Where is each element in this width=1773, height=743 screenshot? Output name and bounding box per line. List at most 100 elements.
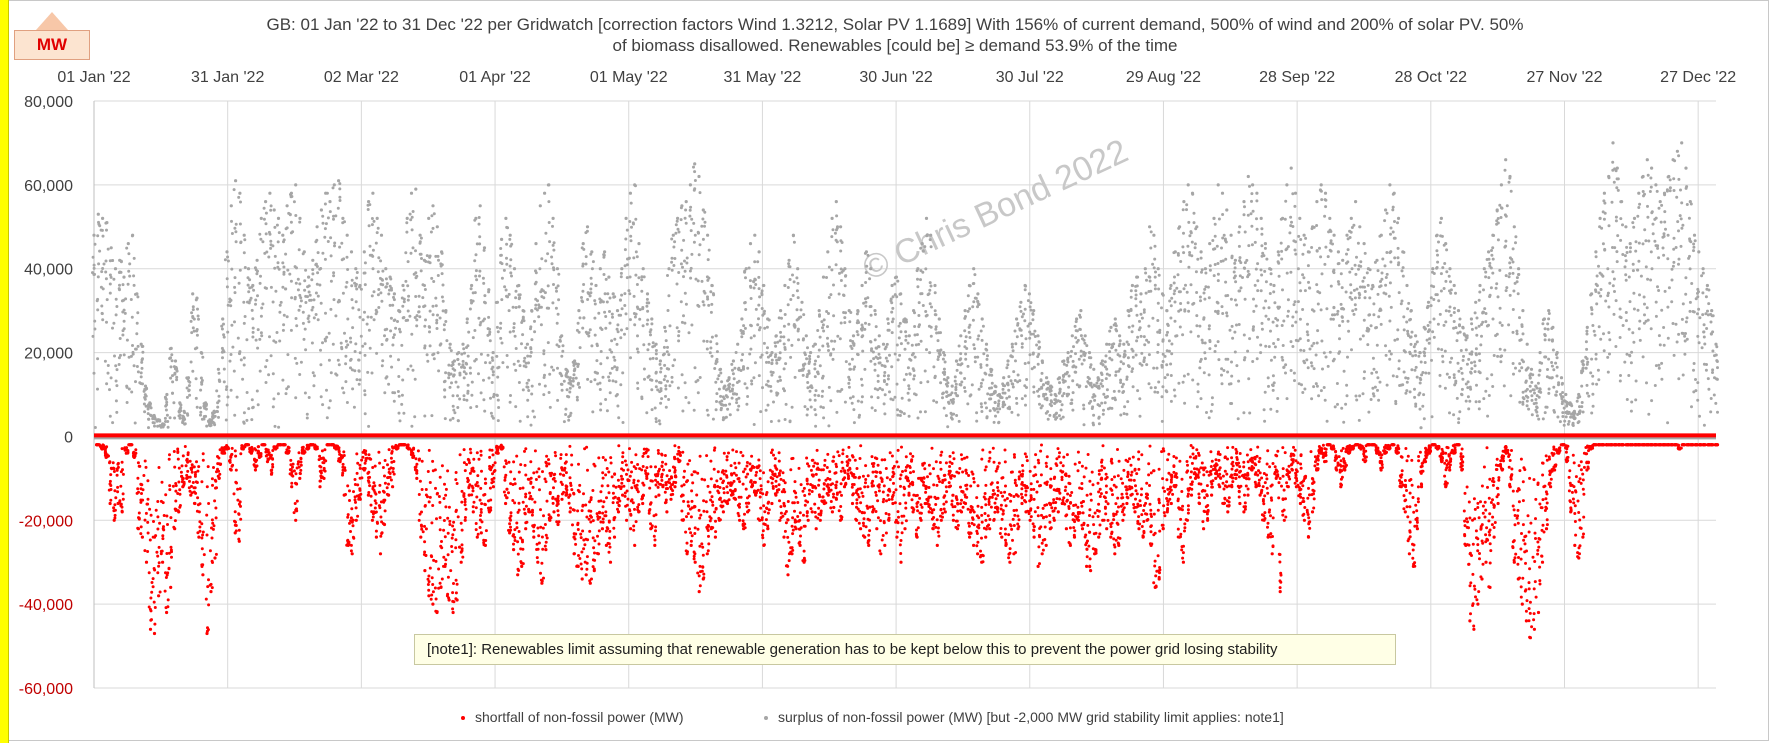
surplus-point xyxy=(1677,177,1681,181)
surplus-point xyxy=(1335,382,1339,385)
surplus-point xyxy=(466,383,470,387)
surplus-point xyxy=(1001,387,1005,391)
surplus-point xyxy=(1193,246,1197,250)
surplus-point xyxy=(1299,348,1303,352)
surplus-point xyxy=(735,381,739,384)
surplus-point xyxy=(454,380,458,384)
surplus-point xyxy=(1527,407,1531,411)
surplus-point xyxy=(1314,353,1318,357)
surplus-point xyxy=(918,323,921,327)
surplus-point xyxy=(105,221,109,225)
surplus-point xyxy=(1554,393,1558,397)
surplus-point xyxy=(653,406,657,410)
surplus-point xyxy=(688,269,692,273)
surplus-point xyxy=(1324,355,1328,359)
surplus-point xyxy=(651,341,655,345)
surplus-point xyxy=(1602,217,1606,221)
surplus-point xyxy=(766,317,770,321)
surplus-point xyxy=(397,358,400,362)
surplus-point xyxy=(1396,328,1400,332)
surplus-point xyxy=(1602,349,1606,353)
surplus-point xyxy=(1643,228,1647,232)
surplus-point xyxy=(303,327,307,331)
surplus-point xyxy=(316,251,320,255)
surplus-point xyxy=(838,337,842,341)
surplus-point xyxy=(929,245,933,249)
surplus-point xyxy=(1688,267,1692,271)
surplus-point xyxy=(491,370,495,374)
surplus-point xyxy=(1212,216,1216,220)
surplus-point xyxy=(325,335,329,339)
surplus-point xyxy=(542,393,546,397)
surplus-point xyxy=(1338,324,1341,328)
surplus-point xyxy=(917,314,921,317)
surplus-point xyxy=(1473,360,1477,364)
surplus-point xyxy=(697,174,701,179)
surplus-point xyxy=(544,231,548,235)
surplus-point xyxy=(222,367,226,371)
surplus-point xyxy=(316,294,320,298)
surplus-point xyxy=(135,321,139,325)
surplus-point xyxy=(1692,249,1695,253)
surplus-point xyxy=(1226,370,1230,374)
surplus-point xyxy=(268,191,272,195)
surplus-point xyxy=(646,348,650,352)
surplus-point xyxy=(222,322,225,326)
surplus-point xyxy=(387,382,391,386)
surplus-point xyxy=(690,252,694,256)
surplus-point xyxy=(975,419,979,423)
surplus-point xyxy=(1105,388,1109,392)
surplus-point xyxy=(1271,388,1275,392)
surplus-point xyxy=(1100,401,1104,405)
surplus-point xyxy=(1414,404,1418,408)
surplus-point xyxy=(588,328,592,332)
surplus-point xyxy=(956,363,960,366)
surplus-point xyxy=(1512,289,1516,293)
surplus-point xyxy=(1511,247,1515,251)
surplus-point xyxy=(1044,392,1048,396)
surplus-point xyxy=(510,242,514,246)
surplus-point xyxy=(690,323,694,327)
surplus-point xyxy=(787,322,791,326)
surplus-point xyxy=(836,334,840,338)
surplus-point xyxy=(238,222,242,226)
surplus-point xyxy=(715,342,719,346)
surplus-point xyxy=(1452,283,1456,288)
surplus-point xyxy=(375,231,379,235)
surplus-point xyxy=(1662,343,1666,347)
surplus-point xyxy=(103,359,107,363)
surplus-point xyxy=(1518,369,1522,373)
surplus-point xyxy=(990,386,993,390)
surplus-point xyxy=(849,396,852,400)
surplus-point xyxy=(1658,343,1662,347)
surplus-point xyxy=(732,377,736,381)
surplus-point xyxy=(1432,298,1436,301)
surplus-point xyxy=(1709,312,1713,316)
surplus-point xyxy=(1672,177,1676,181)
surplus-point xyxy=(212,409,216,413)
surplus-point xyxy=(912,377,916,381)
surplus-point xyxy=(1684,276,1688,280)
surplus-point xyxy=(976,300,980,304)
surplus-point xyxy=(839,267,843,271)
surplus-point xyxy=(1409,309,1413,313)
surplus-point xyxy=(269,354,273,358)
surplus-point xyxy=(1164,389,1168,393)
surplus-point xyxy=(759,410,763,414)
surplus-point xyxy=(752,280,756,284)
surplus-point xyxy=(938,351,942,355)
surplus-point xyxy=(777,419,781,423)
surplus-point xyxy=(1413,368,1417,372)
surplus-point xyxy=(1277,253,1281,257)
surplus-point xyxy=(587,334,591,338)
surplus-point xyxy=(457,351,461,355)
surplus-point xyxy=(1696,295,1700,299)
surplus-point xyxy=(1414,402,1418,406)
surplus-point xyxy=(126,242,130,246)
surplus-point xyxy=(608,321,612,325)
surplus-point xyxy=(169,365,173,369)
surplus-point xyxy=(864,304,868,308)
surplus-point xyxy=(1350,226,1354,229)
surplus-point xyxy=(1625,352,1629,356)
surplus-point xyxy=(757,287,761,291)
